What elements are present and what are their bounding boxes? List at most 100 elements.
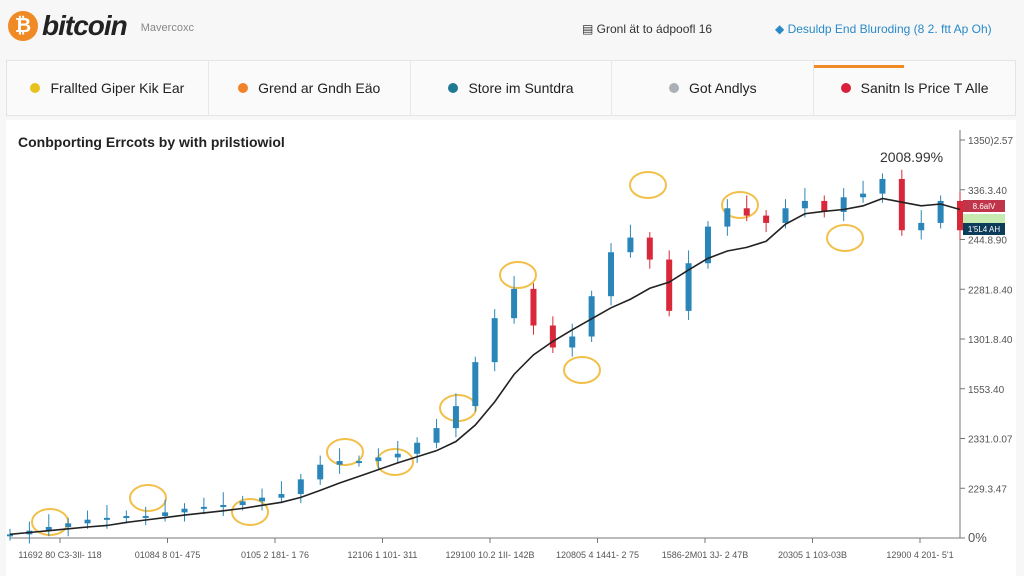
candle <box>84 519 91 524</box>
x-tick-label: 12900 4 201- 5'1 <box>886 550 953 560</box>
candle <box>704 226 711 264</box>
tab-label: Got Andlys <box>688 80 757 96</box>
dot-icon <box>668 83 679 93</box>
candle <box>608 252 615 297</box>
candle <box>860 193 867 198</box>
header-link-2-label: Desuldp End Bluroding (8 2. ftt Ap Oh) <box>787 22 992 36</box>
annotation-label: 2008.99% <box>880 149 943 165</box>
header-link-1[interactable]: ▤ Gronl ät to ádpoofl 16 <box>582 22 712 36</box>
brand-name: bitcoin <box>42 10 128 41</box>
brand-subtitle: Mavercoxc <box>140 22 194 34</box>
candle <box>898 178 905 231</box>
price-tag-label: 1'5L4 AH <box>968 225 1000 234</box>
tab-5[interactable]: Sanitn ls Price T Alle <box>814 61 1015 115</box>
highlight-marker <box>563 356 601 384</box>
bitcoin-icon: ₿ <box>8 11 38 41</box>
header: ₿ bitcoin Mavercoxc ▤ Gronl ät to ádpoof… <box>0 0 1024 56</box>
candle <box>103 517 110 520</box>
candle <box>724 208 731 227</box>
chart-title: Conbporting Errcots by with prilstiowiol <box>18 134 285 150</box>
candle <box>239 501 246 506</box>
tab-label: Sanitn ls Price T Alle <box>860 80 989 96</box>
candle <box>123 516 130 519</box>
price-tag <box>963 223 1005 235</box>
candle <box>259 497 266 502</box>
dot-icon <box>840 83 851 93</box>
tab-4[interactable]: Got Andlys <box>612 61 815 115</box>
highlight-marker <box>721 191 759 219</box>
y-tick-label: 2331.0.07 <box>968 435 1013 446</box>
candle <box>278 494 285 498</box>
header-link-2[interactable]: ◆ Desuldp End Bluroding (8 2. ftt Ap Oh) <box>775 22 992 36</box>
candle <box>511 288 518 319</box>
highlight-marker <box>376 448 414 476</box>
x-tick-label: 120805 4 1441- 2 75 <box>556 550 639 560</box>
candle <box>918 222 925 231</box>
candle <box>588 296 595 337</box>
candle <box>162 512 169 517</box>
candle <box>181 508 188 513</box>
candle <box>317 464 324 480</box>
candle <box>336 461 343 465</box>
header-link-1-label: Gronl ät to ádpoofl 16 <box>596 22 713 36</box>
x-tick-label: 11692 80 C3-3Il- 118 <box>18 550 101 560</box>
candle <box>142 516 149 519</box>
tab-label: Frallted Giper Kik Ear <box>50 80 185 96</box>
tab-3[interactable]: Store im Suntdra <box>411 61 613 115</box>
tab-1[interactable]: Frallted Giper Kik Ear <box>7 61 209 115</box>
candle <box>491 318 498 363</box>
candle <box>200 506 207 509</box>
calendar-icon: ▤ <box>582 22 597 36</box>
candle <box>220 505 227 508</box>
y-tick-label: 336.3.40 <box>968 186 1007 197</box>
price-tag <box>963 200 1005 212</box>
highlight-marker <box>326 438 364 466</box>
candle <box>530 288 537 326</box>
dot-icon <box>448 83 459 93</box>
candle <box>879 178 886 194</box>
x-tick-label: 129100 10.2 1II- 142B <box>445 550 534 560</box>
highlight-marker <box>231 498 269 526</box>
x-tick-label: 0105 2 181- 1 76 <box>241 550 309 560</box>
moving-average-line <box>9 197 961 536</box>
candle <box>433 428 440 443</box>
candle <box>666 259 673 311</box>
candle <box>65 523 72 528</box>
candle <box>452 406 459 429</box>
tab-label: Store im Suntdra <box>468 80 574 96</box>
highlight-marker <box>826 224 864 252</box>
highlight-marker <box>499 261 537 289</box>
candle <box>355 461 362 464</box>
candle <box>801 200 808 209</box>
candle <box>627 237 634 253</box>
x-tick-label: 01084 8 01- 475 <box>135 550 201 560</box>
y-tick-label: 1301.8.40 <box>968 335 1013 346</box>
tab-label: Grend ar Gndh Eäo <box>258 80 381 96</box>
y-tick-label: 229.3.47 <box>968 484 1007 495</box>
y-tick-label: 1350)2.57 <box>968 136 1013 147</box>
highlight-marker <box>129 484 167 512</box>
diamond-icon: ◆ <box>775 22 788 36</box>
candle <box>569 336 576 348</box>
x-tick-label: 1586-2M01 3J- 2 47B <box>662 550 749 560</box>
x-tick-label: 12106 1 101- 311 <box>348 550 418 560</box>
y-tick-label: 0% <box>968 530 987 545</box>
candle <box>763 215 770 223</box>
candle <box>821 200 828 212</box>
price-tag-label: 8.6alV <box>973 202 996 211</box>
candle <box>549 325 556 348</box>
candle <box>782 208 789 223</box>
dot-icon <box>238 83 249 93</box>
candle <box>743 208 750 216</box>
candle <box>394 453 401 458</box>
candle <box>297 479 304 495</box>
highlight-marker <box>629 171 667 199</box>
candle <box>685 263 692 311</box>
candle <box>375 457 382 462</box>
candle <box>45 527 52 531</box>
tab-2[interactable]: Grend ar Gndh Eäo <box>209 61 411 115</box>
chart-panel <box>6 120 1016 576</box>
tab-bar: Frallted Giper Kik Ear Grend ar Gndh Eäo… <box>6 60 1016 116</box>
logo[interactable]: ₿ bitcoin Mavercoxc <box>8 10 194 42</box>
